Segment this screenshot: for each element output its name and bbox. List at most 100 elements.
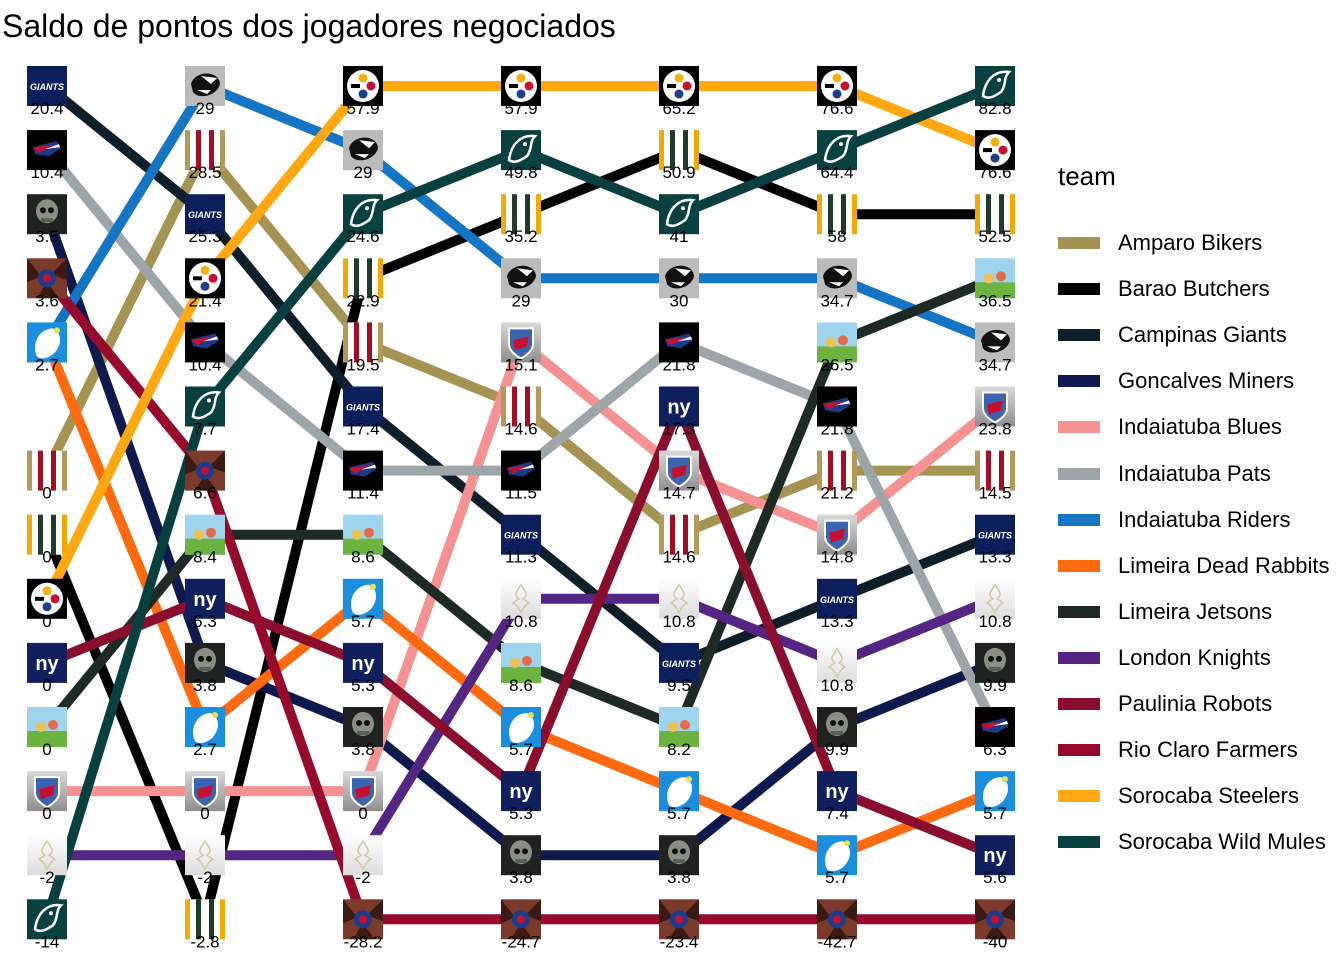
rabbits-logo-icon bbox=[975, 771, 1015, 812]
data-label: 6.3 bbox=[983, 740, 1007, 759]
jetsons-logo-icon bbox=[659, 707, 699, 747]
miners-logo-icon bbox=[817, 707, 857, 747]
svg-text:GIANTS: GIANTS bbox=[188, 210, 222, 220]
data-label: -23.4 bbox=[660, 932, 699, 951]
pats-logo-icon bbox=[343, 450, 383, 491]
barao-logo-icon bbox=[185, 899, 225, 940]
amparo-logo-icon bbox=[343, 322, 383, 363]
miners-logo-icon bbox=[501, 835, 541, 876]
knights-logo-icon bbox=[343, 835, 383, 876]
data-label: 24.6 bbox=[346, 227, 379, 246]
data-label: 21.2 bbox=[820, 484, 853, 503]
amparo-logo-icon bbox=[975, 450, 1015, 491]
data-label: 14.6 bbox=[662, 548, 695, 567]
legend-label: Amparo Bikers bbox=[1118, 230, 1263, 256]
data-label: 5.7 bbox=[983, 804, 1007, 823]
ny-logo-icon: ny bbox=[185, 578, 225, 619]
farmers-logo-icon bbox=[27, 258, 67, 299]
legend-swatch bbox=[1058, 697, 1100, 710]
rabbits-logo-icon bbox=[343, 578, 383, 619]
data-label: 2.7 bbox=[35, 355, 59, 374]
svg-text:ny: ny bbox=[509, 781, 533, 803]
giants-logo-icon: GIANTS bbox=[343, 386, 383, 427]
giants-logo-icon: GIANTS bbox=[27, 66, 67, 106]
data-label: 57.9 bbox=[346, 99, 379, 118]
legend-label: Campinas Giants bbox=[1118, 322, 1287, 348]
giants-logo-icon: GIANTS bbox=[659, 642, 699, 683]
data-label: 10.8 bbox=[662, 612, 695, 631]
data-label: 76.6 bbox=[978, 163, 1011, 182]
riders-logo-icon bbox=[817, 258, 857, 299]
data-label: 7.4 bbox=[825, 804, 849, 823]
data-label: 8.2 bbox=[667, 740, 691, 759]
barao-logo-icon bbox=[975, 194, 1015, 235]
data-label: -40 bbox=[983, 932, 1008, 951]
data-label: 13.3 bbox=[820, 612, 853, 631]
data-label: 2.7 bbox=[193, 740, 217, 759]
data-label: 2.7 bbox=[35, 355, 59, 374]
jetsons-logo-icon bbox=[501, 642, 541, 683]
data-label: 21.8 bbox=[662, 355, 695, 374]
rabbits-logo-icon bbox=[27, 322, 67, 363]
legend-item-sorocaba-steelers: Sorocaba Steelers bbox=[1058, 773, 1330, 819]
svg-text:GIANTS: GIANTS bbox=[820, 595, 854, 605]
data-label: 13.3 bbox=[978, 548, 1011, 567]
data-label: 5.3 bbox=[193, 612, 217, 631]
jetsons-logo-icon bbox=[185, 514, 225, 555]
giants-logo-icon: GIANTS bbox=[975, 514, 1015, 555]
mules-logo-icon bbox=[185, 386, 225, 427]
data-label: -28.2 bbox=[344, 932, 383, 951]
miners-logo-icon bbox=[27, 194, 67, 235]
data-label: 3.6 bbox=[35, 291, 59, 310]
data-label: 36.5 bbox=[978, 291, 1011, 310]
data-label: -2 bbox=[197, 868, 212, 887]
data-label: 26.5 bbox=[820, 355, 853, 374]
data-label: 0 bbox=[42, 740, 51, 759]
svg-text:GIANTS: GIANTS bbox=[30, 82, 64, 92]
ny-logo-icon: ny bbox=[27, 642, 67, 683]
legend-item-barao-butchers: Barao Butchers bbox=[1058, 266, 1330, 312]
legend-swatch bbox=[1058, 329, 1100, 342]
data-label: 14.8 bbox=[820, 548, 853, 567]
legend-swatch bbox=[1058, 790, 1100, 803]
data-label: 9.5 bbox=[667, 676, 691, 695]
jetsons-logo-icon bbox=[27, 707, 67, 747]
ny-logo-icon: ny bbox=[817, 771, 857, 812]
data-label: 10.4 bbox=[188, 355, 221, 374]
farmers-logo-icon bbox=[659, 899, 699, 940]
knights-logo-icon bbox=[817, 642, 857, 683]
rabbits-logo-icon bbox=[659, 771, 699, 812]
data-label: -2 bbox=[355, 868, 370, 887]
ny-logo-icon: ny bbox=[343, 642, 383, 683]
data-label: 0 bbox=[200, 804, 209, 823]
data-label: 29 bbox=[196, 99, 215, 118]
giants-logo-icon: GIANTS bbox=[501, 514, 541, 555]
blues-logo-icon bbox=[27, 771, 67, 812]
svg-text:ny: ny bbox=[983, 845, 1007, 867]
legend-label: Goncalves Miners bbox=[1118, 368, 1295, 394]
mules-logo-icon bbox=[659, 194, 699, 235]
data-label: 14.6 bbox=[504, 420, 537, 439]
data-label: 3.8 bbox=[509, 868, 533, 887]
data-label: 11.4 bbox=[347, 484, 379, 503]
data-label: 9.9 bbox=[983, 676, 1007, 695]
legend-item-rio-claro-farmers: Rio Claro Farmers bbox=[1058, 727, 1330, 773]
svg-text:GIANTS: GIANTS bbox=[346, 403, 380, 413]
data-label: -2 bbox=[39, 868, 54, 887]
legend-item-amparo-bikers: Amparo Bikers bbox=[1058, 220, 1330, 266]
jetsons-logo-icon bbox=[975, 258, 1015, 299]
miners-logo-icon bbox=[975, 642, 1015, 683]
legend-item-sorocaba-wild-mules: Sorocaba Wild Mules bbox=[1058, 819, 1330, 865]
data-label: 14.5 bbox=[978, 484, 1011, 503]
data-label: 19.5 bbox=[346, 355, 379, 374]
data-label: 0 bbox=[42, 548, 51, 567]
knights-logo-icon bbox=[185, 835, 225, 876]
data-label: -42.7 bbox=[818, 932, 857, 951]
legend-label: Sorocaba Steelers bbox=[1118, 783, 1299, 809]
data-label: 0 bbox=[42, 804, 51, 823]
farmers-logo-icon bbox=[975, 899, 1015, 940]
ny-logo-icon: ny bbox=[659, 386, 699, 427]
svg-text:ny: ny bbox=[825, 781, 849, 803]
knights-logo-icon bbox=[27, 835, 67, 876]
